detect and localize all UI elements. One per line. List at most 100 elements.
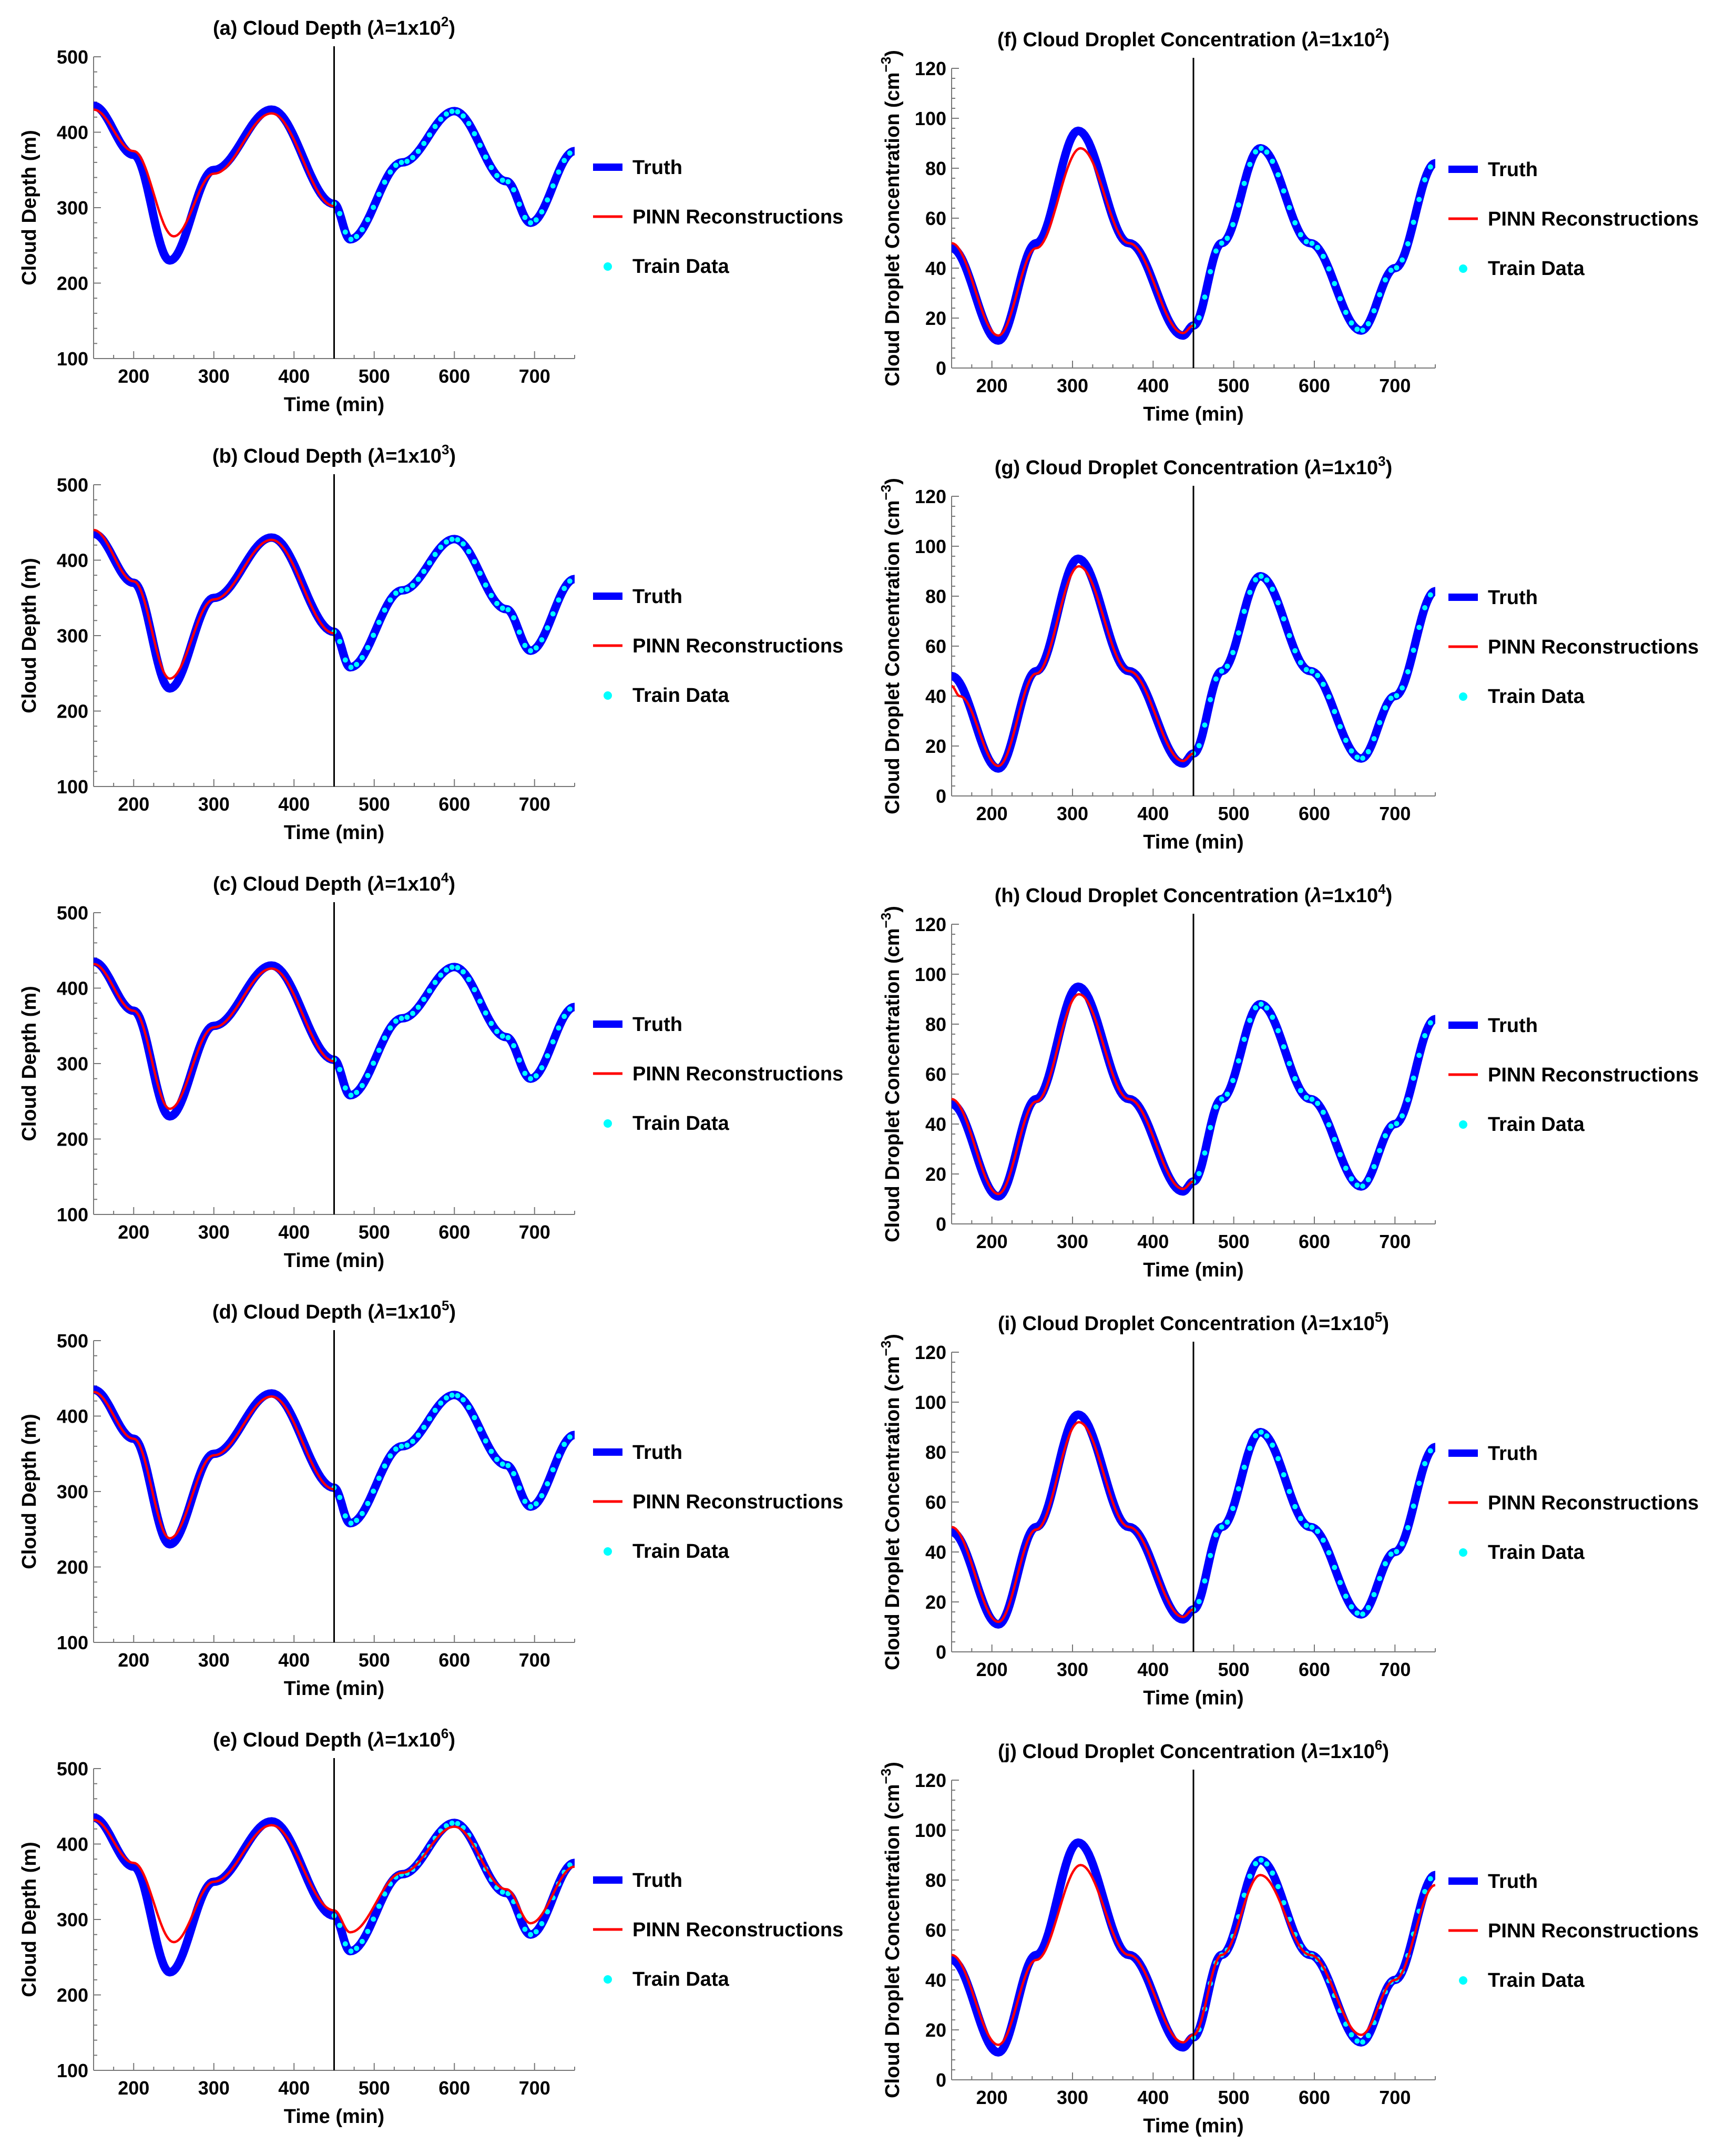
- legend-train-swatch: [1459, 692, 1467, 701]
- train-data-point: [550, 1039, 556, 1045]
- train-data-point: [1309, 1096, 1315, 1102]
- train-data-point: [539, 1493, 545, 1498]
- legend-train-label: Train Data: [1488, 1541, 1585, 1564]
- y-axis-label: Cloud Droplet Concentration (cm−3): [878, 1334, 904, 1670]
- y-tick-label: 100: [915, 1392, 946, 1413]
- train-data-point: [483, 1010, 488, 1016]
- legend: Truth PINN Reconstructions Train Data: [593, 586, 843, 707]
- train-data-point: [550, 611, 556, 617]
- train-data-points: [331, 1820, 573, 1954]
- y-tick-label: 400: [57, 1834, 88, 1855]
- chart-panel-a: (a) Cloud Depth (λ=1x102) 200 300 400 500 600…: [18, 14, 843, 416]
- train-data-point: [1349, 320, 1354, 326]
- legend-train-label: Train Data: [632, 256, 730, 278]
- x-tick-label: 700: [1379, 1659, 1411, 1680]
- train-data-point: [516, 1057, 522, 1063]
- x-tick-label: 300: [198, 1221, 230, 1243]
- y-tick-label: 200: [57, 273, 88, 294]
- train-data-point: [1427, 164, 1433, 170]
- train-data-point: [461, 113, 466, 119]
- x-tick-label: 600: [1299, 375, 1330, 396]
- train-data-point: [455, 965, 461, 971]
- x-axis-label: Time (min): [284, 822, 384, 844]
- train-data-point: [421, 1424, 427, 1430]
- train-data-point: [382, 1035, 387, 1041]
- legend-truth-label: Truth: [632, 586, 682, 608]
- train-data-point: [1360, 755, 1365, 761]
- x-axis-label: Time (min): [1143, 831, 1243, 853]
- train-data-point: [1219, 1096, 1224, 1102]
- x-tick-label: 500: [359, 793, 390, 815]
- train-data-point: [455, 109, 461, 115]
- train-data-point: [359, 655, 365, 660]
- plot-area: [94, 1385, 575, 1549]
- train-data-point: [337, 1067, 343, 1073]
- train-data-point: [1275, 1456, 1281, 1462]
- legend-train-swatch: [1459, 1120, 1467, 1129]
- train-data-point: [505, 1891, 511, 1896]
- y-tick-label: 500: [57, 474, 88, 496]
- x-tick-label: 700: [1379, 2087, 1411, 2108]
- train-data-point: [516, 629, 522, 635]
- x-tick-label: 600: [1299, 2087, 1330, 2108]
- train-data-point: [545, 1053, 550, 1059]
- train-data-point: [1264, 149, 1270, 155]
- train-data-point: [1270, 1442, 1275, 1448]
- train-data-point: [1388, 1551, 1394, 1557]
- train-data-point: [1281, 1900, 1286, 1906]
- y-axis-label: Cloud Depth (m): [18, 1842, 40, 1997]
- train-data-point: [550, 1467, 556, 1473]
- legend-train-swatch: [604, 691, 612, 700]
- x-tick-label: 600: [1299, 1659, 1330, 1680]
- train-data-point: [1405, 669, 1411, 675]
- train-data-point: [528, 1504, 534, 1509]
- train-data-point: [444, 1823, 449, 1829]
- train-data-point: [477, 1426, 483, 1432]
- train-data-point: [494, 1028, 500, 1034]
- train-data-point: [371, 632, 376, 638]
- train-data-point: [1286, 632, 1292, 638]
- train-data-point: [421, 140, 427, 146]
- train-data-point: [404, 158, 410, 164]
- x-tick-label: 200: [118, 365, 149, 387]
- legend-truth-label: Truth: [632, 1442, 682, 1464]
- train-data-point: [1275, 600, 1281, 606]
- x-tick-label: 400: [1137, 803, 1169, 824]
- x-tick-label: 600: [438, 365, 470, 387]
- legend-train-label: Train Data: [632, 1968, 730, 1990]
- train-data-point: [1315, 672, 1321, 678]
- x-tick-label: 200: [976, 375, 1008, 396]
- train-data-point: [387, 1025, 393, 1031]
- train-data-point: [1258, 574, 1264, 579]
- train-data-point: [348, 237, 354, 242]
- train-data-point: [1281, 188, 1286, 194]
- train-data-point: [1286, 205, 1292, 210]
- train-data-point: [1332, 1565, 1337, 1570]
- legend-train-swatch: [604, 1547, 612, 1556]
- train-data-point: [415, 148, 421, 154]
- legend: Truth PINN Reconstructions Train Data: [1448, 1015, 1699, 1136]
- train-data-point: [516, 1485, 522, 1491]
- train-data-point: [1253, 149, 1259, 155]
- train-data-point: [365, 645, 371, 650]
- train-data-point: [1202, 1150, 1208, 1156]
- train-data-point: [1427, 1020, 1433, 1026]
- legend-train-swatch: [604, 262, 612, 271]
- truth-line: [94, 1813, 575, 1977]
- train-data-point: [511, 187, 517, 192]
- train-data-point: [438, 1400, 444, 1406]
- train-data-points: [1191, 1429, 1433, 1617]
- train-data-point: [455, 1393, 461, 1398]
- train-data-point: [376, 1047, 382, 1053]
- x-tick-label: 400: [1137, 1231, 1169, 1252]
- x-axis-label: Time (min): [1143, 2115, 1243, 2137]
- y-tick-label: 60: [925, 1492, 946, 1513]
- train-data-point: [1377, 1148, 1383, 1153]
- train-data-point: [371, 205, 376, 210]
- pinn-line: [94, 1391, 334, 1540]
- train-data-point: [1230, 650, 1236, 656]
- train-data-point: [1416, 1480, 1422, 1486]
- chart-title: (i) Cloud Droplet Concentration (λ=1x105…: [998, 1309, 1389, 1335]
- train-data-point: [1224, 236, 1230, 241]
- train-data-point: [1343, 1594, 1349, 1599]
